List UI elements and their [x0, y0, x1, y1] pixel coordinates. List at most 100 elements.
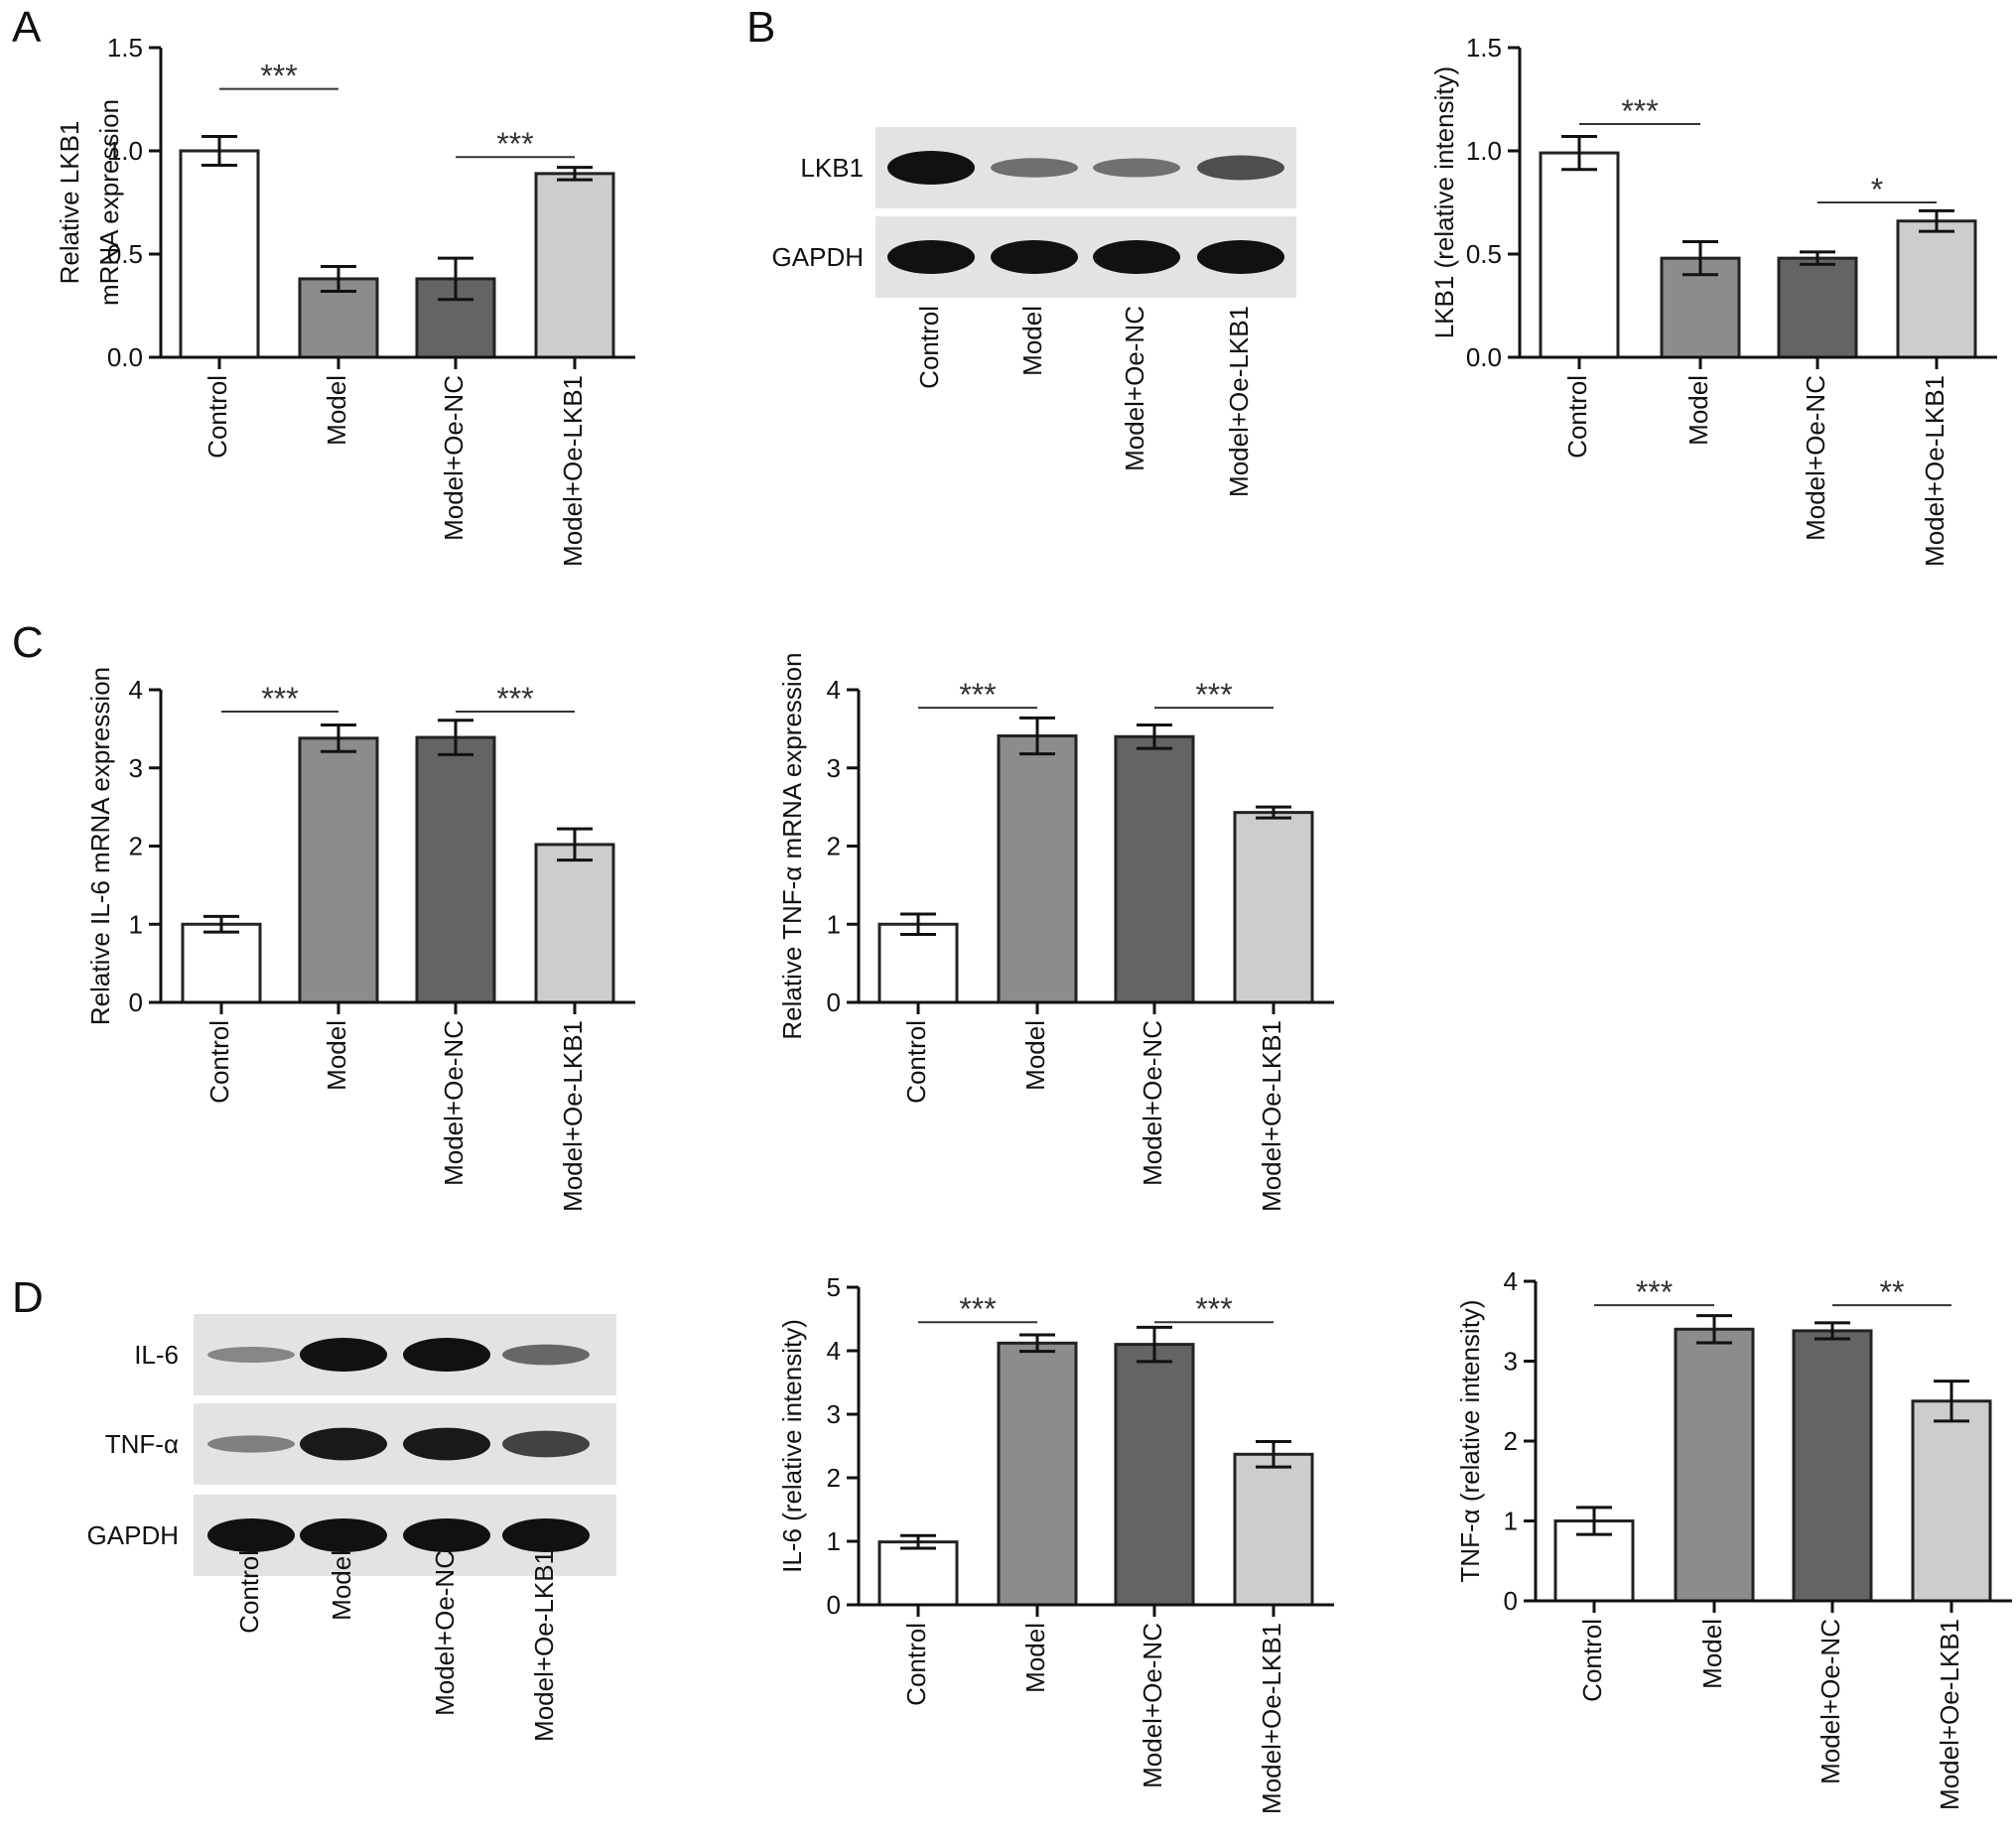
western-blot-d: IL-6 TNF-α GAPDH Control Model Model+Oe-NC Mod…: [87, 1314, 616, 1742]
significance-label: ***: [1621, 93, 1658, 129]
blot-band: [403, 1338, 490, 1372]
chart-c-tnfa: 0 1 2 3 4 Control Model Model+Oe-NC Model+Oe-LKB…: [777, 652, 1334, 1212]
blot-lane-label: Model: [327, 1550, 356, 1621]
bar: [534, 172, 615, 359]
y-tick-label: 0.5: [1466, 239, 1502, 269]
blot-band: [403, 1427, 490, 1461]
bar: [1674, 1327, 1755, 1603]
y-tick-label: 4: [129, 675, 143, 705]
bar: [1233, 811, 1314, 1004]
chart-d-il6: 0 1 2 3 4 5 Control Model Model+Oe-NC Model+Oe-LK…: [777, 1272, 1334, 1814]
significance-label: **: [1880, 1274, 1905, 1310]
blot-band: [207, 1435, 295, 1453]
bar: [415, 735, 496, 1004]
panel-label-c: C: [12, 618, 44, 667]
bar: [298, 736, 379, 1004]
significance-label: *: [1871, 172, 1883, 207]
x-tick-label: Model+Oe-LKB1: [1920, 375, 1949, 567]
blot-band: [887, 151, 975, 185]
blot-lane-label: Model+Oe-LKB1: [1224, 306, 1254, 497]
x-tick-label: Model+Oe-LKB1: [1257, 1623, 1286, 1814]
x-tick-label: Model+Oe-NC: [1138, 1623, 1167, 1788]
x-tick-label: Model: [1020, 1623, 1050, 1693]
blot-band: [1197, 240, 1284, 274]
x-tick-label: Model: [1683, 375, 1713, 446]
bar: [179, 149, 260, 359]
y-axis-title: Relative TNF-α mRNA expression: [777, 652, 807, 1039]
x-tick-label: Model+Oe-NC: [1138, 1020, 1167, 1186]
y-tick-label: 2: [827, 1463, 841, 1493]
x-tick-label: Model+Oe-NC: [439, 375, 469, 541]
y-tick-label: 3: [1504, 1347, 1518, 1377]
blot-row-label: GAPDH: [772, 242, 864, 272]
y-tick-label: 1: [827, 1526, 841, 1556]
blot-band: [207, 1518, 295, 1552]
panel-label-a: A: [12, 3, 42, 52]
bar: [1553, 1519, 1635, 1603]
x-tick-label: Model+Oe-NC: [1815, 1619, 1845, 1784]
blot-band: [502, 1344, 590, 1366]
x-tick-label: Model+Oe-LKB1: [558, 1020, 588, 1212]
y-axis-title: IL-6 (relative intensity): [777, 1319, 807, 1573]
x-tick-label: Control: [901, 1623, 931, 1706]
panel-label-d: D: [12, 1273, 44, 1322]
y-tick-label: 2: [129, 832, 143, 861]
y-tick-label: 0.0: [107, 342, 143, 372]
x-tick-label: Control: [204, 1020, 234, 1104]
blot-band: [403, 1518, 490, 1552]
bar: [1896, 219, 1977, 359]
blot-band: [887, 240, 975, 274]
y-tick-label: 1.5: [107, 33, 143, 63]
y-tick-label: 4: [827, 1336, 841, 1366]
y-tick-label: 1: [129, 909, 143, 939]
y-axis-title: Relative LKB1: [55, 121, 84, 285]
x-tick-label: Model+Oe-NC: [1801, 375, 1830, 541]
bar: [1911, 1399, 1992, 1603]
bar: [1233, 1452, 1314, 1607]
x-tick-label: Control: [1562, 375, 1592, 459]
blot-band: [300, 1427, 387, 1461]
bar: [1660, 256, 1741, 359]
y-tick-label: 4: [1504, 1266, 1518, 1296]
bar: [1539, 151, 1620, 359]
significance-label: ***: [959, 677, 996, 713]
blot-band: [991, 158, 1078, 178]
y-tick-label: 4: [827, 675, 841, 705]
significance-label: ***: [496, 126, 533, 162]
y-tick-label: 0: [129, 987, 143, 1017]
bar: [997, 733, 1078, 1004]
x-tick-label: Control: [1577, 1619, 1607, 1702]
blot-lane-label: Control: [914, 306, 944, 389]
x-tick-label: Control: [901, 1020, 931, 1104]
bar: [877, 922, 959, 1004]
x-tick-label: Control: [202, 375, 232, 459]
bar: [1114, 1343, 1195, 1607]
y-tick-label: 2: [1504, 1426, 1518, 1456]
bar: [997, 1341, 1078, 1607]
blot-band: [207, 1347, 295, 1363]
blot-band: [502, 1430, 590, 1458]
bar: [534, 843, 615, 1004]
x-tick-label: Model: [1020, 1020, 1050, 1091]
y-tick-label: 3: [129, 753, 143, 783]
y-tick-label: 0: [827, 1590, 841, 1620]
bar: [181, 922, 262, 1004]
y-axis-title: Relative IL-6 mRNA expression: [85, 667, 115, 1025]
blot-band: [1093, 158, 1180, 178]
blot-row-label: IL-6: [134, 1340, 179, 1370]
y-tick-label: 1.0: [107, 136, 143, 166]
blot-row-label: TNF-α: [105, 1429, 179, 1459]
bar: [877, 1540, 959, 1607]
western-blot-b: LKB1 GAPDH Control Model Model+Oe-NC Model+Oe…: [772, 127, 1296, 497]
blot-lane-label: Model+Oe-LKB1: [529, 1550, 559, 1742]
x-tick-label: Model+Oe-LKB1: [1935, 1619, 1964, 1810]
chart-d-tnfa: 0 1 2 3 4 Control Model Model+Oe-NC Model+Oe-LKB…: [1455, 1266, 2012, 1810]
y-tick-label: 0: [1504, 1586, 1518, 1616]
x-tick-label: Model: [322, 375, 351, 446]
blot-row-label: GAPDH: [87, 1520, 179, 1550]
chart-a: 0.0 0.5 1.0 1.5 Control Model Model+Oe-NC Model…: [55, 33, 635, 567]
significance-label: ***: [260, 59, 297, 94]
y-tick-label: 2: [827, 832, 841, 861]
blot-band: [300, 1338, 387, 1372]
